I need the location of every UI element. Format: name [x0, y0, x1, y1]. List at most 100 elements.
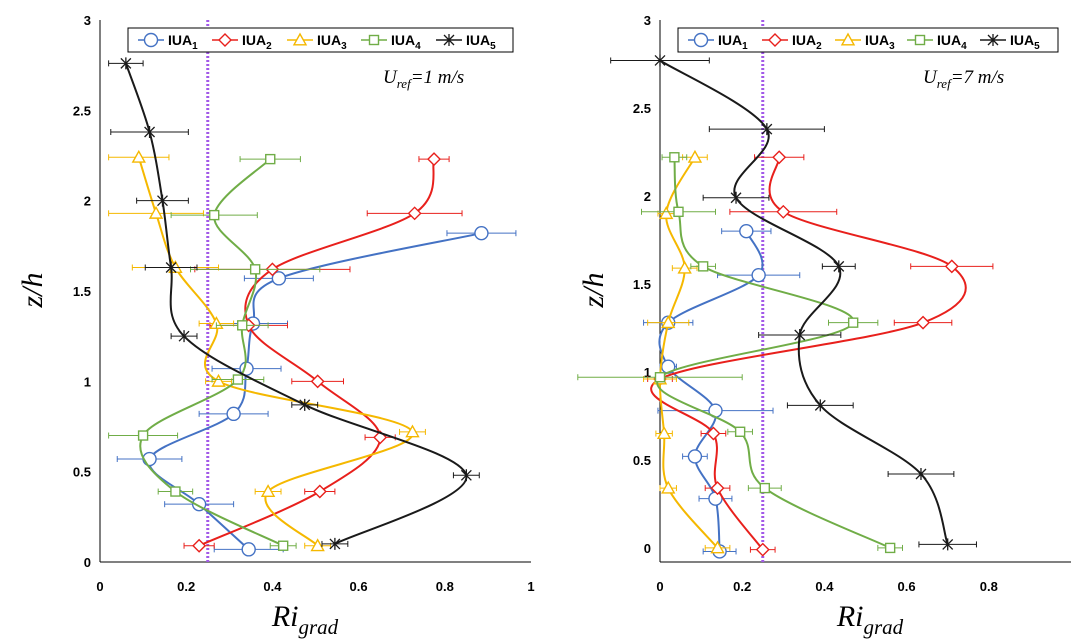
legend-label-sub: 3	[889, 41, 895, 52]
legend-label-name: IUA	[317, 32, 341, 48]
annotation-trail: =1 m/s	[411, 67, 464, 88]
y-axis-label: z/h	[577, 272, 610, 308]
x-tick-label: 0.4	[263, 579, 282, 594]
legend-label-name: IUA	[1010, 32, 1034, 48]
x-tick-label: 0.2	[733, 579, 751, 594]
x-tick-label: 0	[656, 579, 663, 594]
data-point	[656, 426, 672, 440]
legend-label-name: IUA	[937, 32, 961, 48]
data-point	[142, 451, 157, 467]
data-point	[192, 538, 207, 553]
data-point	[772, 150, 787, 165]
legend-marker	[987, 34, 999, 46]
data-point	[706, 426, 721, 441]
series-iua3	[108, 149, 426, 552]
legend-label-sub: 4	[961, 41, 967, 52]
data-point	[226, 406, 241, 422]
data-point	[310, 374, 325, 389]
x-tick-label: 0.6	[898, 579, 916, 594]
data-point	[474, 225, 489, 241]
series-line	[650, 157, 967, 551]
data-point	[759, 482, 771, 494]
y-tick-label: 3	[644, 13, 651, 28]
data-point	[241, 542, 256, 557]
y-tick-label: 2.5	[633, 101, 651, 116]
data-point	[661, 315, 676, 329]
y-tick-label: 1	[644, 365, 651, 380]
data-point	[157, 194, 168, 207]
data-point	[277, 540, 289, 551]
data-point	[131, 149, 146, 163]
series-iua4	[577, 152, 903, 554]
data-point	[265, 153, 276, 165]
legend-label-name: IUA	[865, 32, 889, 48]
legend-marker	[840, 32, 856, 46]
data-point	[710, 481, 725, 496]
legend-label: IUA4	[937, 32, 967, 52]
legend-label-sub: 2	[266, 41, 272, 52]
series-iua5	[610, 54, 977, 551]
data-point	[687, 449, 703, 464]
y-tick-label: 1.5	[73, 284, 91, 299]
legend-marker	[368, 34, 380, 46]
data-point	[232, 374, 244, 385]
x-tick-label: 0.8	[436, 579, 454, 594]
legend-label-name: IUA	[792, 32, 816, 48]
legend-label: IUA5	[1010, 32, 1040, 52]
legend-label-sub: 4	[415, 41, 421, 52]
series-line	[148, 232, 482, 551]
y-tick-label: 2	[644, 189, 651, 204]
data-point	[144, 126, 156, 139]
data-point	[209, 209, 220, 221]
legend-label-sub: 3	[341, 41, 347, 52]
left-panel: 00.511.522.530 0.2 0.4 0.6 0.8 1z/hRigradIUA1…	[16, 13, 535, 639]
data-point	[178, 330, 190, 343]
legend-label-name: IUA	[718, 32, 742, 48]
data-point	[658, 206, 674, 220]
data-point	[761, 123, 773, 136]
annotation-trail: =7 m/s	[951, 67, 1004, 88]
series-iua1	[116, 225, 517, 557]
legend-marker	[292, 32, 308, 46]
velocity-annotation: Uref=1 m/s	[383, 67, 464, 91]
data-point	[211, 373, 226, 387]
data-point	[260, 484, 276, 498]
y-axis-label: z/h	[16, 272, 49, 308]
annotation-lead: U	[923, 67, 938, 88]
data-point	[407, 206, 422, 221]
data-point	[942, 538, 954, 551]
data-point	[884, 542, 896, 554]
data-point	[697, 261, 709, 272]
legend: IUA1 IUA2 IUA3 IUA4 IUA5	[127, 27, 514, 53]
velocity-annotation: Uref=7 m/s	[923, 67, 1004, 91]
data-point	[669, 152, 680, 163]
data-point	[237, 320, 248, 331]
data-point	[710, 540, 725, 554]
legend-label: IUA4	[391, 32, 421, 52]
data-point	[734, 426, 746, 437]
legend-label-sub: 5	[490, 41, 496, 52]
series-line	[658, 230, 764, 552]
data-point	[120, 57, 132, 70]
legend-label: IUA3	[865, 32, 895, 52]
data-point	[944, 259, 959, 274]
x-axis-label: Rigrad	[836, 600, 904, 639]
data-point	[137, 430, 149, 441]
data-point	[249, 264, 261, 275]
data-point	[916, 315, 931, 330]
data-point	[677, 260, 692, 274]
y-tick-label: 0	[644, 541, 651, 556]
annotation-sub: ref	[937, 76, 953, 91]
x-axis-label-main: Ri	[836, 600, 864, 633]
legend-label-sub: 2	[816, 41, 822, 52]
y-tick-label: 1	[84, 374, 91, 389]
x-axis-label-sub: grad	[863, 615, 903, 639]
data-point	[654, 372, 666, 383]
legend-label-sub: 1	[192, 41, 198, 52]
legend: IUA1 IUA2 IUA3 IUA4 IUA5	[677, 27, 1059, 53]
data-point	[299, 398, 311, 411]
data-point	[329, 537, 341, 550]
legend-label-name: IUA	[391, 32, 415, 48]
